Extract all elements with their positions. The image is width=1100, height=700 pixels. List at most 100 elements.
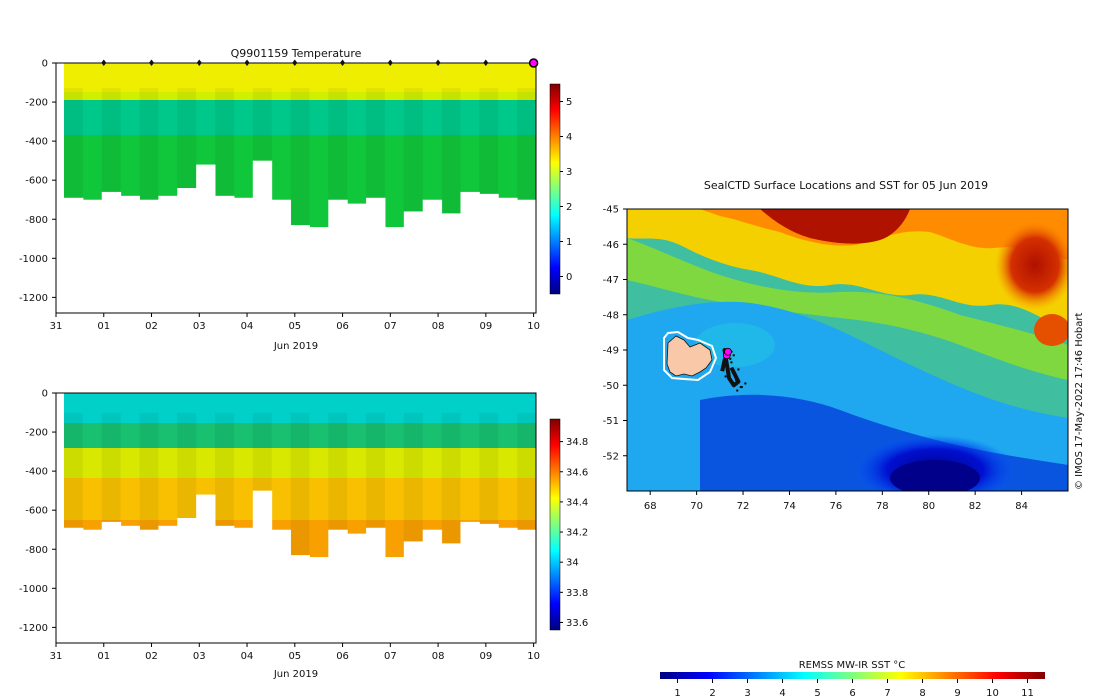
sst-colorbar-tick-label: 3 [744, 688, 750, 699]
salinity-colorbar-tick-label: 33.6 [566, 618, 588, 629]
sst-colorbar-ticks: 1 2 3 4 5 6 7 8 9 10 11 [674, 679, 1034, 699]
temperature-colorbar-tick-label: 3 [566, 167, 572, 178]
seal-track-point [727, 371, 731, 375]
temperature-profile-stripe [290, 88, 310, 226]
temperature-chart-title: Q9901159 Temperature [231, 47, 362, 60]
sst-colorbar-label: REMSS MW-IR SST °C [799, 660, 906, 671]
temperature-ytick-label: -1000 [19, 254, 48, 265]
sst-map-title: SealCTD Surface Locations and SST for 05… [704, 179, 988, 192]
temperature-xtick-label: 01 [97, 321, 110, 332]
seal-surface-locations [722, 347, 732, 360]
salinity-ytick-label: -200 [25, 428, 48, 439]
sst-xtick-label: 70 [690, 501, 703, 512]
sst-xtick-label: 72 [737, 501, 750, 512]
sst-xtick-label: 82 [969, 501, 982, 512]
salinity-profile-bottom [139, 529, 159, 643]
temperature-profile-bottom [120, 195, 141, 313]
temperature-colorbar: 0 1 2 3 4 5 [549, 83, 572, 295]
temperature-left-gap [56, 63, 64, 313]
temperature-xlabel: Jun 2019 [273, 341, 318, 352]
temperature-profile-stripe [64, 88, 83, 198]
salinity-profile-stripe [479, 413, 499, 524]
temperature-xtick-label: 10 [527, 321, 540, 332]
temperature-section-chart: Q9901159 Temperature 31 01 02 03 04 05 06 07 08 0… [19, 47, 572, 352]
temperature-profile-stripe [517, 88, 536, 200]
sst-kerguelen-land [666, 335, 713, 377]
salinity-profile-bottom [384, 557, 405, 643]
salinity-profile-bottom [271, 529, 292, 643]
temperature-profile-bottom [177, 188, 197, 313]
salinity-left-gap [56, 393, 64, 643]
sst-colorbar: REMSS MW-IR SST °C 1 2 3 4 5 6 7 8 9 10 11 [660, 660, 1045, 699]
temperature-colorbar-tick-label: 2 [566, 202, 572, 213]
salinity-profile-bottom [403, 541, 424, 643]
salinity-profile-bottom [215, 525, 235, 643]
sst-ytick-label: -52 [603, 451, 619, 462]
salinity-xtick-label: 03 [193, 651, 206, 662]
sst-xtick-label: 68 [644, 501, 657, 512]
salinity-profile-bottom [479, 523, 499, 643]
temperature-xtick-label: 03 [193, 321, 206, 332]
salinity-colorbar-tick-label: 34.6 [566, 467, 588, 478]
temperature-upper-band [56, 92, 536, 102]
temperature-profile-bottom [101, 191, 122, 313]
temperature-ytick-label: 0 [42, 59, 48, 70]
sst-colorbar-tick-label: 8 [919, 688, 925, 699]
temperature-xtick-label: 02 [145, 321, 158, 332]
salinity-colorbar: 33.6 33.8 34 34.2 34.4 34.6 34.8 [549, 418, 588, 631]
seal-track-point [734, 378, 738, 382]
salinity-profile-bottom [347, 533, 367, 643]
salinity-profile-bottom [252, 490, 273, 643]
salinity-profile-bottom [82, 529, 103, 643]
sst-colorbar-tick-label: 7 [884, 688, 890, 699]
sst-colorbar-tick-label: 9 [954, 688, 960, 699]
salinity-ytick-label: -600 [25, 506, 48, 517]
temperature-colorbar-ticks: 0 1 2 3 4 5 [560, 97, 572, 283]
seal-track-point [732, 354, 735, 357]
salinity-profile-bottom [177, 518, 197, 643]
salinity-xtick-label: 04 [241, 651, 254, 662]
sst-ytick-label: -51 [603, 416, 619, 427]
salinity-profile-bottom [328, 529, 348, 643]
salinity-xtick-label: 10 [527, 651, 540, 662]
temperature-thermocline [56, 100, 536, 135]
temperature-profile-stripe [328, 88, 348, 200]
salinity-profile-bottom [196, 494, 216, 643]
sst-map-axes: 68 70 72 74 76 78 80 82 84 -45 -46 -47 -48 -49 -50 -51 -… [603, 205, 1028, 513]
temperature-xtick-label: 07 [384, 321, 397, 332]
salinity-profile-bottom [366, 527, 386, 643]
salinity-profile-bottom [233, 527, 254, 643]
salinity-ytick-label: -800 [25, 545, 48, 556]
salinity-profile-bottom [422, 529, 443, 643]
salinity-axes: 31 01 02 03 04 05 06 07 08 09 10 0 -200 -400 -600 -800 -… [19, 389, 540, 663]
salinity-profile-bottom [290, 555, 310, 643]
salinity-profile-stripe [101, 413, 121, 522]
temperature-profile-bottom [403, 211, 424, 313]
temperature-colorbar-tick-label: 4 [566, 132, 572, 143]
salinity-profile-stripe [517, 413, 536, 530]
temperature-profile-bottom [441, 213, 461, 313]
temperature-profile-marker: ♦ [147, 59, 155, 69]
sst-xtick-label: 80 [922, 501, 935, 512]
salinity-ytick-label: 0 [42, 389, 48, 400]
temperature-profile-marker: ♦ [195, 59, 203, 69]
temperature-profile-bottom [82, 199, 103, 313]
salinity-ytick-label: -400 [25, 467, 48, 478]
salinity-profile-bottom [498, 527, 518, 643]
temperature-profile-bottom [290, 225, 310, 313]
temperature-profile-bottom [252, 160, 273, 313]
sst-ytick-label: -47 [603, 275, 619, 286]
salinity-plot-frame [55, 392, 537, 644]
salinity-xtick-label: 01 [97, 651, 110, 662]
salinity-xtick-label: 02 [145, 651, 158, 662]
temperature-xtick-label: 09 [479, 321, 492, 332]
temperature-profile-marker: ♦ [482, 59, 490, 69]
sst-credit: © IMOS 17-May-2022 17:46 Hobart [1074, 313, 1085, 490]
sst-colorbar-ramp [660, 672, 1045, 679]
sst-kerguelen-land-white-outline [663, 330, 718, 382]
seal-track-point [736, 389, 739, 392]
salinity-profile-stripe [441, 413, 461, 544]
salinity-colorbar-tick-label: 34.8 [566, 437, 588, 448]
temperature-ytick-label: -400 [25, 137, 48, 148]
temperature-profile-bottom [196, 164, 216, 313]
